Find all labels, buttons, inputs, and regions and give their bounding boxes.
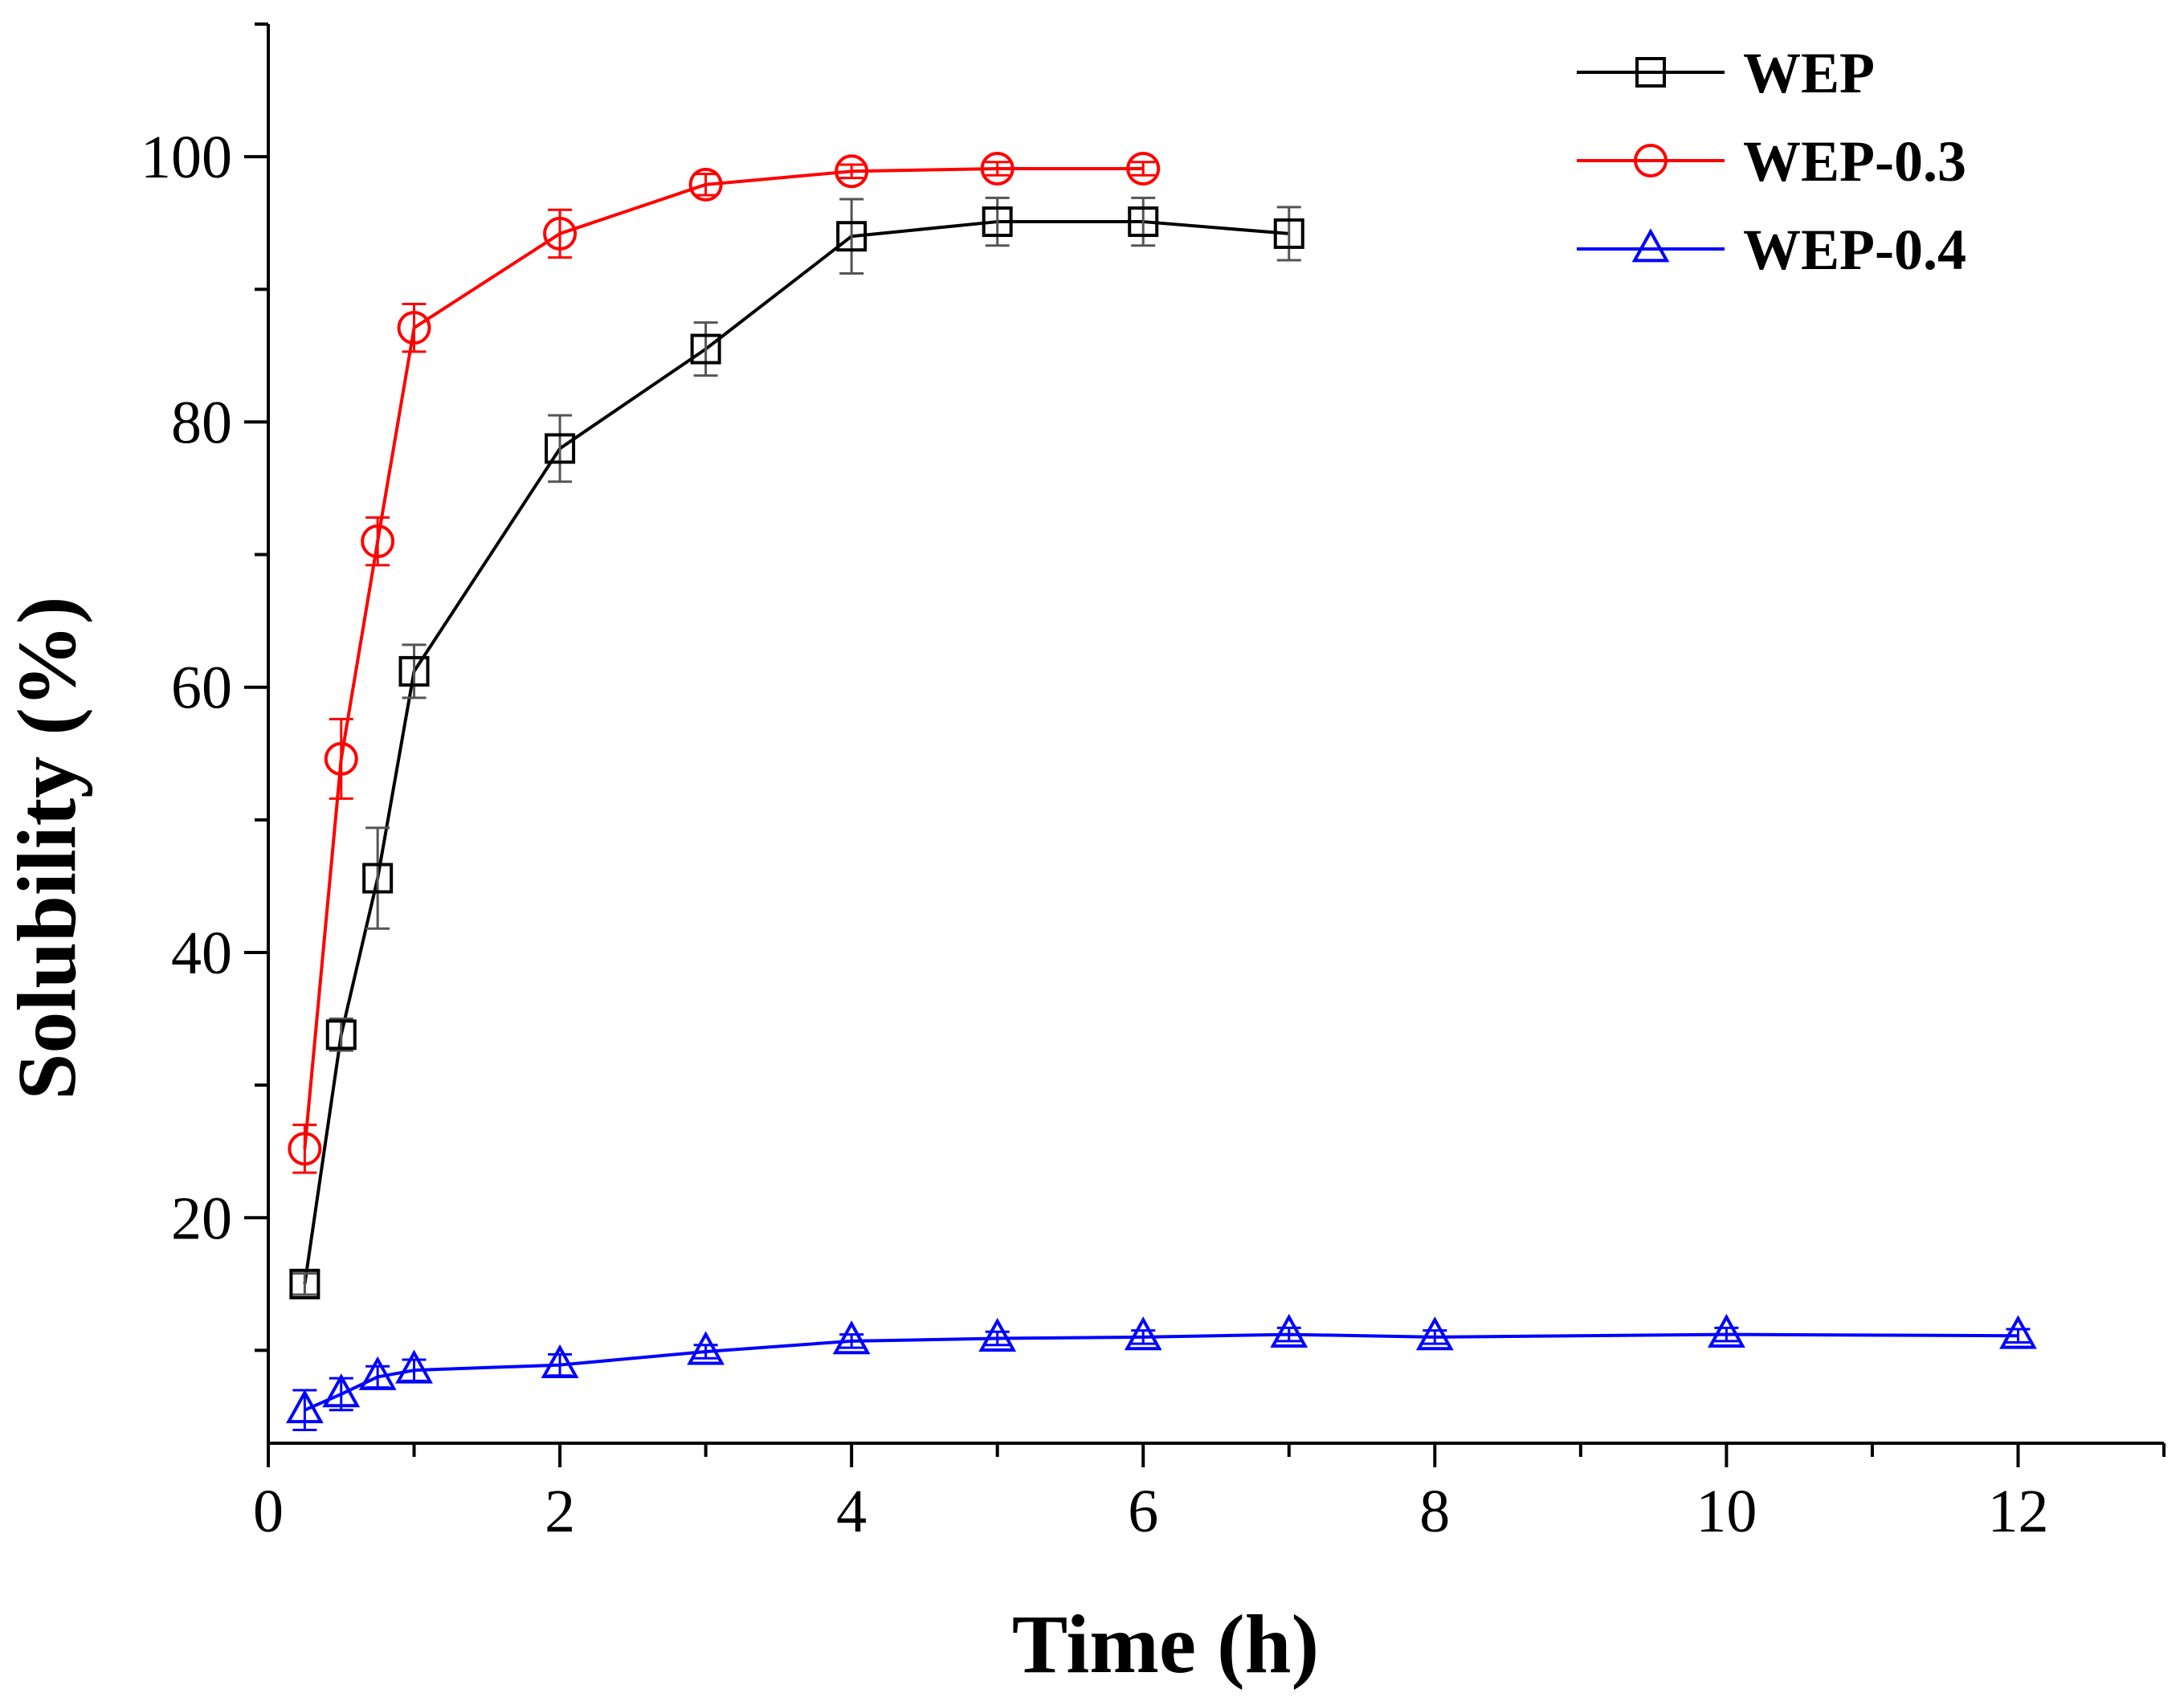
data-point [832,1320,871,1355]
data-point [358,1356,397,1390]
data-point [1128,206,1159,238]
data-point [289,1268,320,1299]
y-tick-label: 20 [171,1185,232,1252]
data-point [288,1132,322,1166]
series-wep [289,196,1304,1299]
data-point [285,1389,324,1424]
legend-entry: WEP-0.3 [1577,129,1966,194]
legend-label: WEP-0.4 [1743,218,1966,282]
data-point [688,167,723,202]
x-tick-label: 12 [1987,1478,2048,1545]
y-tick-label: 100 [141,124,232,191]
data-point [398,655,430,687]
x-tick-label: 4 [836,1478,867,1545]
series-wep-0-3 [288,152,1161,1174]
data-point [690,333,721,365]
data-point [545,433,576,464]
data-point [324,741,358,776]
legend-marker [1631,228,1670,263]
data-point [835,154,869,189]
data-point [361,524,395,559]
y-tick-label: 80 [171,389,232,456]
data-point [543,216,578,251]
legend-label: WEP [1743,41,1875,105]
series-line [304,1332,2019,1412]
series-line [303,167,1144,1149]
x-tick-label: 6 [1128,1478,1158,1545]
data-point [836,221,867,252]
data-point [395,1349,433,1384]
legend-label: WEP-0.3 [1743,129,1966,194]
series-line [303,220,1289,1285]
y-axis-title: Solubility (%) [1,597,93,1100]
y-tick-label: 60 [171,655,232,722]
data-point [1273,218,1304,249]
legend-entry: WEP-0.4 [1577,218,1966,282]
data-point [541,1344,579,1378]
x-axis-title: Time (h) [1012,1598,1319,1691]
data-point [1270,1313,1308,1348]
series-wep-0-4 [285,1313,2037,1431]
data-point [1124,1316,1162,1351]
legend-marker [1634,144,1668,177]
data-point [325,1019,357,1050]
data-point [1707,1313,1745,1348]
x-tick-label: 10 [1696,1478,1757,1545]
series-layer [285,152,2037,1431]
data-point [397,311,431,345]
y-tick-label: 40 [171,920,232,987]
data-point [687,1331,725,1365]
data-point [362,863,394,894]
x-tick-label: 0 [253,1478,284,1545]
data-point [982,206,1013,238]
data-point [1126,152,1161,186]
data-point [980,152,1014,186]
x-tick-label: 8 [1419,1478,1450,1545]
data-point [1999,1315,2037,1349]
data-point [322,1373,361,1408]
x-tick-label: 2 [545,1478,575,1545]
legend-marker [1635,57,1666,88]
data-point [978,1317,1017,1352]
axes: 0 2 4 6 8 10 12 20 40 60 80 100 [141,22,2166,1545]
legend-entry: WEP [1577,41,1875,105]
data-point [1415,1316,1454,1351]
legend: WEP WEP-0.3 WEP-0.4 [1577,41,1966,282]
